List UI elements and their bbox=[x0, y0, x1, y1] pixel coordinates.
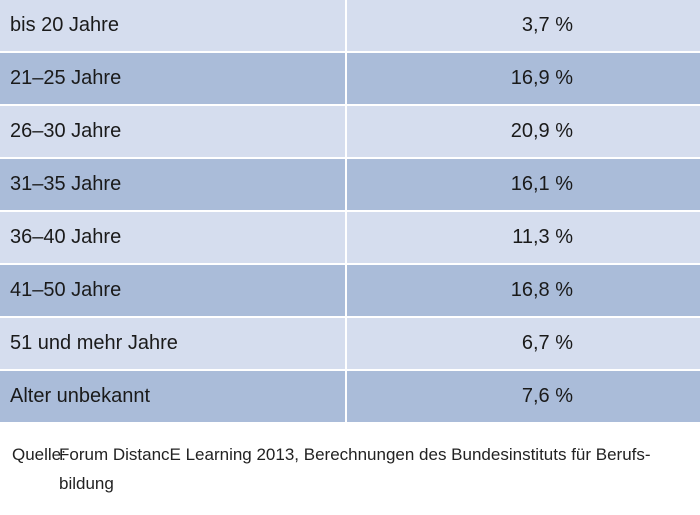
source-text: Forum DistancE Learning 2013, Berechnung… bbox=[59, 445, 651, 493]
table-row: bis 20 Jahre 3,7 % bbox=[0, 0, 700, 53]
row-value: 16,8 % bbox=[510, 279, 573, 301]
row-label: bis 20 Jahre bbox=[0, 0, 347, 51]
table-row: Alter unbekannt 7,6 % bbox=[0, 371, 700, 422]
source-prefix: Quelle: bbox=[12, 445, 66, 464]
table-row: 21–25 Jahre 16,9 % bbox=[0, 53, 700, 106]
age-distribution-table: bis 20 Jahre 3,7 % 21–25 Jahre 16,9 % 26… bbox=[0, 0, 700, 422]
row-value: 11,3 % bbox=[512, 226, 573, 248]
row-label: 51 und mehr Jahre bbox=[0, 318, 347, 369]
row-value: 7,6 % bbox=[521, 385, 573, 407]
row-label: 26–30 Jahre bbox=[0, 106, 347, 157]
table-row: 36–40 Jahre 11,3 % bbox=[0, 212, 700, 265]
row-value: 3,7 % bbox=[521, 14, 573, 36]
row-value: 16,1 % bbox=[510, 173, 573, 195]
row-label: 36–40 Jahre bbox=[0, 212, 347, 263]
row-label: Alter unbekannt bbox=[0, 371, 347, 422]
row-value: 6,7 % bbox=[521, 332, 573, 354]
source-note: Quelle:Forum DistancE Learning 2013, Ber… bbox=[12, 440, 692, 498]
table-row: 41–50 Jahre 16,8 % bbox=[0, 265, 700, 318]
row-label: 41–50 Jahre bbox=[0, 265, 347, 316]
table-row: 26–30 Jahre 20,9 % bbox=[0, 106, 700, 159]
row-value: 16,9 % bbox=[510, 67, 573, 89]
row-label: 21–25 Jahre bbox=[0, 53, 347, 104]
table-row: 31–35 Jahre 16,1 % bbox=[0, 159, 700, 212]
row-label: 31–35 Jahre bbox=[0, 159, 347, 210]
row-value: 20,9 % bbox=[510, 120, 573, 142]
table-row: 51 und mehr Jahre 6,7 % bbox=[0, 318, 700, 371]
